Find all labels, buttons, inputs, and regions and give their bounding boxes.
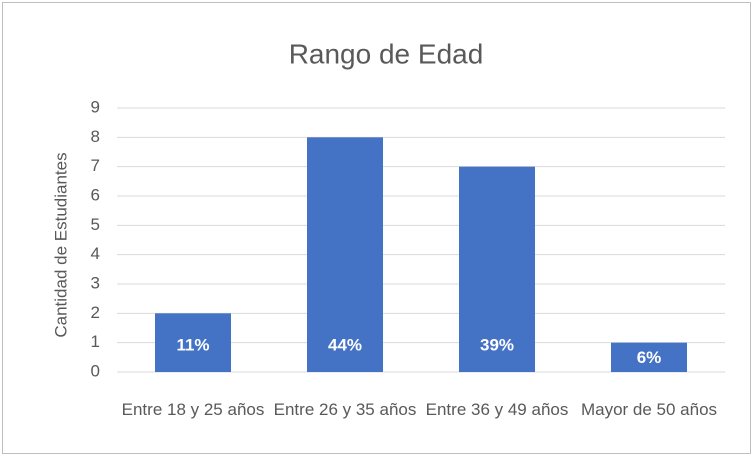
y-tick-label: 9 xyxy=(91,97,100,116)
bar xyxy=(307,137,383,372)
y-tick-label: 5 xyxy=(91,215,100,234)
bar xyxy=(155,313,231,372)
data-label: 39% xyxy=(480,335,514,354)
y-tick-label: 1 xyxy=(91,332,100,351)
y-tick-label: 2 xyxy=(91,303,100,322)
y-tick-label: 6 xyxy=(91,185,100,204)
data-label: 6% xyxy=(637,348,662,367)
bar xyxy=(611,342,687,372)
x-tick-label: Mayor de 50 años xyxy=(580,400,718,419)
y-tick-label: 4 xyxy=(91,244,100,263)
y-tick-label: 8 xyxy=(91,127,100,146)
x-tick-label: Entre 18 y 25 años xyxy=(121,400,265,419)
data-label: 11% xyxy=(176,335,209,354)
y-tick-label: 3 xyxy=(91,273,100,292)
x-tick-label: Entre 26 y 35 años xyxy=(273,400,417,419)
x-tick-label: Entre 36 y 49 años xyxy=(425,400,569,419)
y-tick-label: 7 xyxy=(91,156,100,175)
chart-title: Rango de Edad xyxy=(289,38,484,69)
bar xyxy=(459,166,535,372)
y-tick-label: 0 xyxy=(91,361,100,380)
y-axis-label: Cantidad de Estudiantes xyxy=(51,152,70,337)
data-label: 44% xyxy=(328,335,362,354)
